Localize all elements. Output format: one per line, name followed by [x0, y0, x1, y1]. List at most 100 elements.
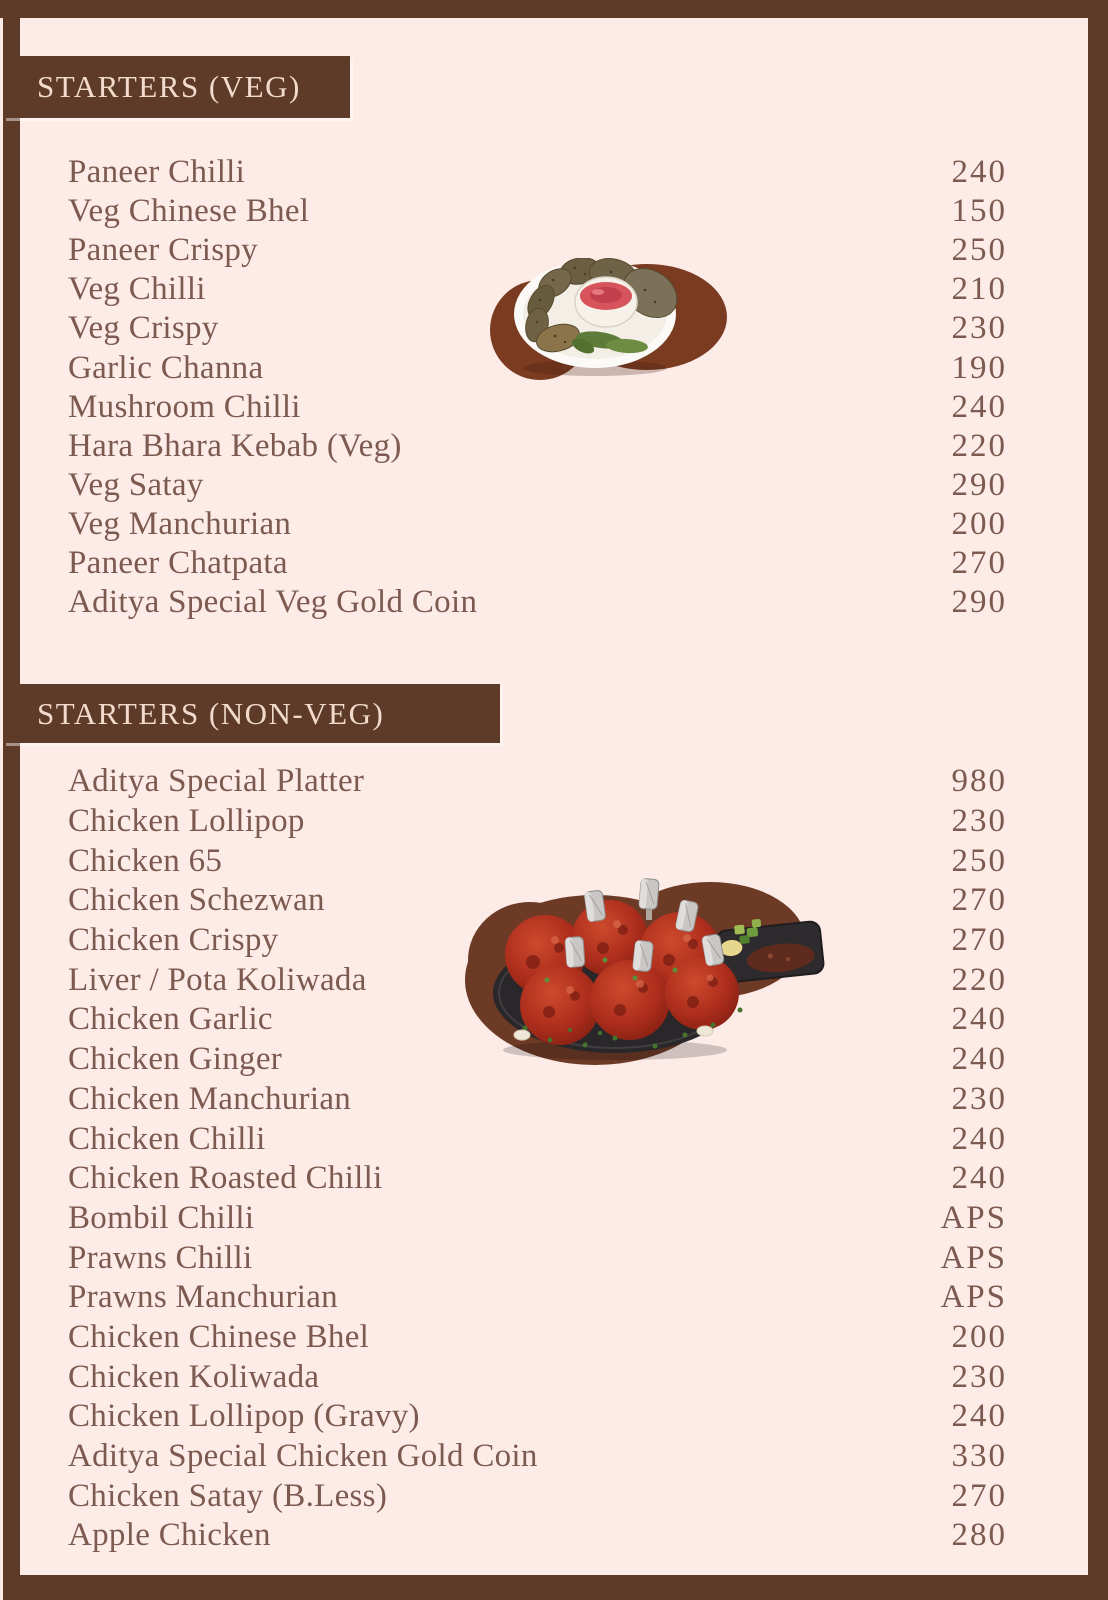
item-price: 210	[951, 271, 1007, 308]
item-price: 220	[951, 961, 1007, 998]
menu-item-row: Veg Satay 290	[68, 466, 1007, 505]
section-header-veg: STARTERS (VEG)	[3, 56, 350, 118]
item-name: Aditya Special Chicken Gold Coin	[68, 1438, 538, 1475]
border-right	[1088, 0, 1108, 1600]
item-name: Liver / Pota Koliwada	[68, 961, 367, 998]
menu-item-row: Chicken Roasted Chilli 240	[68, 1159, 1007, 1199]
item-name: Apple Chicken	[68, 1517, 271, 1554]
item-price: 290	[951, 466, 1007, 503]
item-name: Mushroom Chilli	[68, 388, 301, 425]
item-price: 230	[951, 1080, 1007, 1117]
item-name: Chicken 65	[68, 842, 223, 879]
menu-item-row: Prawns Chilli APS	[68, 1238, 1007, 1278]
item-name: Paneer Chilli	[68, 154, 246, 191]
item-price: 980	[951, 763, 1007, 800]
item-name: Chicken Manchurian	[68, 1080, 352, 1117]
menu-item-row: Chicken 65 250	[68, 841, 1007, 881]
item-price: APS	[940, 1199, 1007, 1236]
menu-item-row: Hara Bhara Kebab (Veg) 220	[68, 427, 1007, 466]
item-name: Veg Satay	[68, 466, 204, 503]
menu-item-row: Garlic Channa 190	[68, 348, 1007, 387]
border-left	[3, 0, 20, 1600]
menu-item-row: Chicken Ginger 240	[68, 1040, 1007, 1080]
item-price: 270	[951, 1477, 1007, 1514]
item-price: 240	[951, 1160, 1007, 1197]
menu-item-row: Chicken Koliwada 230	[68, 1357, 1007, 1397]
item-price: 230	[951, 803, 1007, 840]
border-bottom	[3, 1575, 1108, 1600]
nonveg-starters-photo	[455, 860, 825, 1070]
item-price: 280	[951, 1517, 1007, 1554]
item-price: 150	[951, 193, 1007, 230]
item-price: 240	[951, 154, 1007, 191]
item-name: Chicken Lollipop (Gravy)	[68, 1398, 420, 1435]
item-price: 190	[951, 349, 1007, 386]
item-price: 230	[951, 310, 1007, 347]
menu-item-row: Chicken Lollipop 230	[68, 802, 1007, 842]
item-name: Prawns Manchurian	[68, 1279, 338, 1316]
menu-item-row: Chicken Garlic 240	[68, 1000, 1007, 1040]
item-price: 250	[951, 842, 1007, 879]
item-price: 240	[951, 1398, 1007, 1435]
menu-item-row: Aditya Special Platter 980	[68, 762, 1007, 802]
item-name: Prawns Chilli	[68, 1239, 253, 1276]
section-header-nonveg: STARTERS (NON-VEG)	[3, 684, 500, 743]
item-name: Veg Chinese Bhel	[68, 193, 310, 230]
menu-item-row: Bombil Chilli APS	[68, 1199, 1007, 1239]
menu-item-row: Liver / Pota Koliwada 220	[68, 960, 1007, 1000]
item-name: Paneer Chatpata	[68, 544, 288, 581]
item-name: Chicken Lollipop	[68, 803, 305, 840]
item-name: Chicken Crispy	[68, 922, 279, 959]
item-name: Chicken Chilli	[68, 1120, 266, 1157]
menu-item-row: Apple Chicken 280	[68, 1516, 1007, 1556]
menu-item-row: Paneer Chilli 240	[68, 153, 1007, 192]
item-price: 240	[951, 388, 1007, 425]
item-name: Veg Manchurian	[68, 505, 292, 542]
item-price: 240	[951, 1041, 1007, 1078]
menu-item-row: Aditya Special Chicken Gold Coin 330	[68, 1437, 1007, 1477]
item-price: 270	[951, 882, 1007, 919]
menu-item-row: Chicken Lollipop (Gravy) 240	[68, 1397, 1007, 1437]
menu-item-row: Veg Manchurian 200	[68, 505, 1007, 544]
item-price: 270	[951, 922, 1007, 959]
item-name: Chicken Satay (B.Less)	[68, 1477, 388, 1514]
item-name: Veg Crispy	[68, 310, 219, 347]
item-name: Aditya Special Platter	[68, 763, 365, 800]
item-price: 250	[951, 232, 1007, 269]
menu-item-row: Chicken Crispy 270	[68, 921, 1007, 961]
item-price: APS	[940, 1239, 1007, 1276]
section-title-veg: STARTERS (VEG)	[37, 69, 301, 104]
item-name: Chicken Chinese Bhel	[68, 1318, 370, 1355]
item-price: 330	[951, 1438, 1007, 1475]
menu-item-row: Chicken Satay (B.Less) 270	[68, 1476, 1007, 1516]
item-name: Chicken Koliwada	[68, 1358, 320, 1395]
item-price: 240	[951, 1001, 1007, 1038]
item-name: Chicken Roasted Chilli	[68, 1160, 383, 1197]
menu-item-row: Chicken Schezwan 270	[68, 881, 1007, 921]
item-price: APS	[940, 1279, 1007, 1316]
border-top	[0, 0, 1108, 18]
veg-starters-photo	[485, 257, 730, 384]
menu-item-row: Mushroom Chilli 240	[68, 388, 1007, 427]
section-title-nonveg: STARTERS (NON-VEG)	[37, 695, 385, 731]
menu-list-veg: Paneer Chilli 240 Veg Chinese Bhel 150 Panee…	[68, 153, 1007, 622]
item-price: 270	[951, 544, 1007, 581]
menu-item-row: Chicken Chinese Bhel 200	[68, 1318, 1007, 1358]
menu-item-row: Veg Chilli 210	[68, 270, 1007, 309]
menu-item-row: Prawns Manchurian APS	[68, 1278, 1007, 1318]
item-name: Bombil Chilli	[68, 1199, 255, 1236]
item-name: Aditya Special Veg Gold Coin	[68, 584, 478, 621]
menu-item-row: Aditya Special Veg Gold Coin 290	[68, 583, 1007, 622]
menu-item-row: Veg Crispy 230	[68, 309, 1007, 348]
menu-item-row: Veg Chinese Bhel 150	[68, 192, 1007, 231]
item-price: 230	[951, 1358, 1007, 1395]
menu-item-row: Chicken Chilli 240	[68, 1119, 1007, 1159]
item-name: Hara Bhara Kebab (Veg)	[68, 427, 402, 464]
item-name: Garlic Channa	[68, 349, 264, 386]
item-price: 200	[951, 505, 1007, 542]
menu-list-nonveg: Aditya Special Platter 980 Chicken Lollipo…	[68, 762, 1007, 1556]
item-name: Veg Chilli	[68, 271, 206, 308]
menu-item-row: Paneer Chatpata 270	[68, 544, 1007, 583]
item-price: 240	[951, 1120, 1007, 1157]
item-name: Chicken Ginger	[68, 1041, 283, 1078]
